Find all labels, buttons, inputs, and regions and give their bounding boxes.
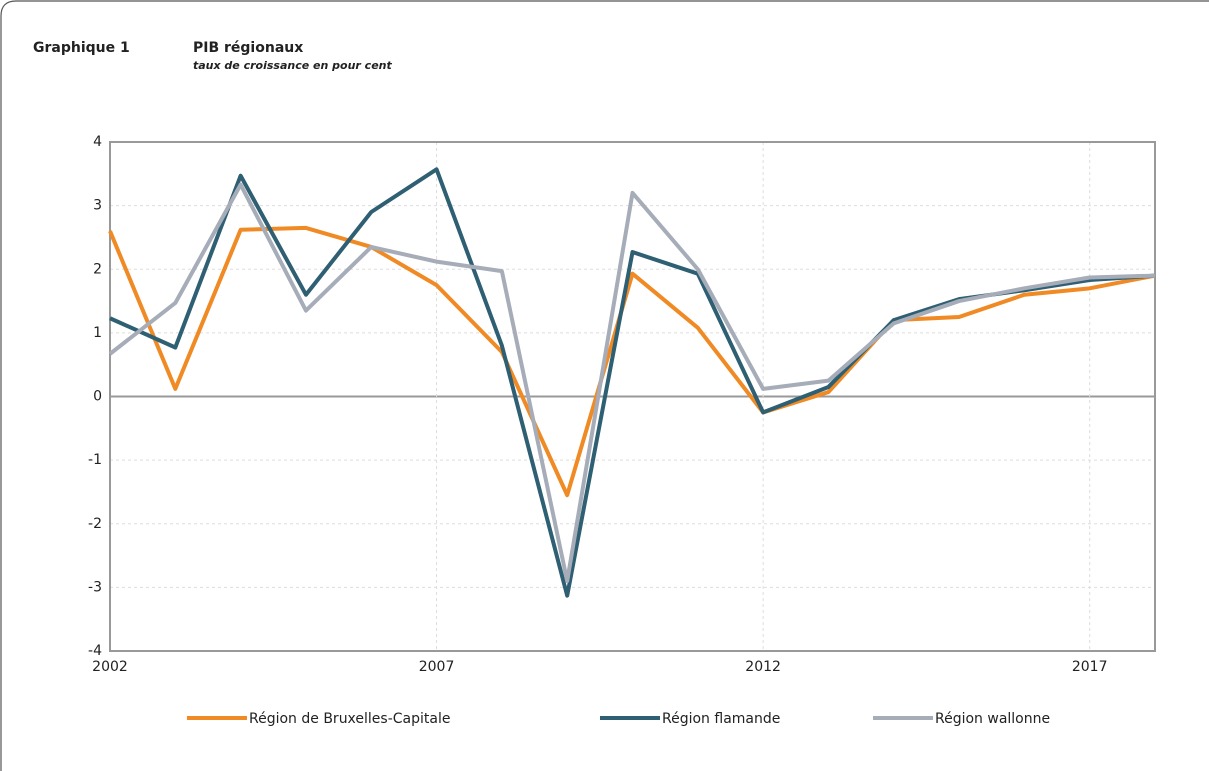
legend-label: Région wallonne <box>935 711 1050 727</box>
y-tick-label: 0 <box>93 389 102 405</box>
y-tick-label: -1 <box>88 452 102 468</box>
chart-title: PIB régionaux <box>193 40 303 56</box>
plot-border <box>109 141 1156 652</box>
chart-subtitle: taux de croissance en pour cent <box>193 59 392 72</box>
y-tick-label: 4 <box>93 134 102 150</box>
series-line <box>108 182 1156 584</box>
y-tick-label: 1 <box>93 325 102 341</box>
y-tick-label: -4 <box>88 643 102 659</box>
y-tick-label: 2 <box>93 261 102 277</box>
legend-label: Région flamande <box>662 711 780 727</box>
x-tick-label: 2007 <box>419 659 455 675</box>
y-tick-label: 3 <box>93 198 102 214</box>
legend-label: Région de Bruxelles-Capitale <box>249 711 450 727</box>
y-tick-label: -3 <box>88 579 102 595</box>
x-tick-label: 2002 <box>92 659 128 675</box>
series-line <box>108 225 1156 498</box>
x-tick-label: 2012 <box>745 659 781 675</box>
y-tick-label: -2 <box>88 516 102 532</box>
figure-label: Graphique 1 <box>33 40 130 56</box>
x-tick-label: 2017 <box>1072 659 1108 675</box>
